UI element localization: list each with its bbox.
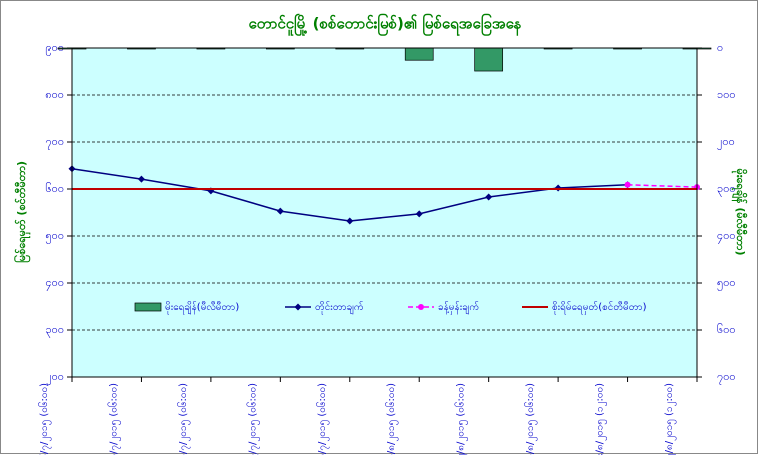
- legend-label: တိုင်းတာချက်: [315, 300, 364, 315]
- x-tick-label: ၁/၈/၂၀၁၅ (၀၆:၀၀): [384, 383, 399, 455]
- x-tick-label: ၂၆/၇/၂၀၁၅ (၀၆:၀၀): [37, 383, 52, 455]
- x-tick-label: ၂၇/၇/၂၀၁၅ (၀၆:၀၀): [106, 383, 121, 455]
- point: [415, 210, 423, 218]
- legend-label: စိုးရိမ်ရေမှတ်(စင်တီမီတာ): [552, 300, 647, 315]
- legend-label: ခန့်မှန်းချက်: [438, 300, 479, 315]
- point: [137, 175, 145, 183]
- y2-tick-label: ၀: [717, 41, 723, 54]
- x-tick-label: ၂၈/၇/၂၀၁၅ (၀၆:၀၀): [176, 383, 191, 455]
- point: [346, 217, 354, 225]
- legend-swatch: [134, 302, 162, 312]
- y2-tick-label: ၅၀၀: [717, 276, 736, 291]
- legend-swatch: [418, 304, 424, 310]
- x-tick-label: ၂/၈/၂၀၁၅ (၀၆:၀၀): [454, 383, 469, 455]
- point: [624, 181, 631, 188]
- x-tick-label: ၄/၈/၂၀၁၅ (၁၂:၀၀): [595, 383, 608, 455]
- series-line: [627, 184, 698, 188]
- legend-swatch: [294, 303, 302, 311]
- y2-axis-label: မိုးရေချိန် (မီလီမီတာ): [731, 169, 748, 256]
- y-tick-label: ၅၀၀: [45, 229, 64, 244]
- y2-tick-label: ၂၀၀: [717, 135, 735, 150]
- legend-label: မိုးရေချိန်(မီလီမီတာ): [165, 300, 239, 315]
- x-tick-label: ၂၉/၇/၂၀၁၅ (၀၆:၀၀): [245, 383, 260, 455]
- y2-tick-label: ၃၀၀: [717, 182, 736, 197]
- y2-tick-label: ၄၀၀: [717, 229, 736, 244]
- y2-tick-label: ၁၀၀: [717, 88, 736, 101]
- point: [485, 193, 493, 201]
- plot-border: [71, 47, 698, 378]
- x-tick-label: ၅/၈/၂၀၁၅ (၁၂:၀၀): [664, 383, 677, 455]
- bar: [474, 47, 504, 72]
- y-tick-label: ၂၀၀: [46, 370, 64, 385]
- y-tick-label: ၃၀၀: [45, 323, 64, 338]
- x-tick-label: ၃၀/၇/၂၀၁၅ (၀၆:၀၀): [315, 383, 330, 455]
- y-tick-label: ၆၀၀: [45, 182, 64, 195]
- point: [276, 207, 284, 215]
- bar: [404, 47, 434, 61]
- y-tick-label: ၄၀၀: [45, 276, 64, 291]
- y-tick-label: ၉၀၀: [45, 41, 64, 56]
- y2-tick-label: ၇၀၀: [717, 370, 736, 385]
- y-tick-label: ၇၀၀: [45, 135, 64, 150]
- x-tick-label: ၃/၈/၂၀၁၅ (၀၆:၀၀): [523, 383, 538, 455]
- y-tick-label: ၈၀၀: [45, 88, 64, 101]
- y2-tick-label: ၆၀၀: [717, 323, 736, 336]
- plot-area: [71, 47, 698, 378]
- y-axis-label: မြစ်ရေမှတ် (စင်တီမီတာ): [13, 161, 31, 263]
